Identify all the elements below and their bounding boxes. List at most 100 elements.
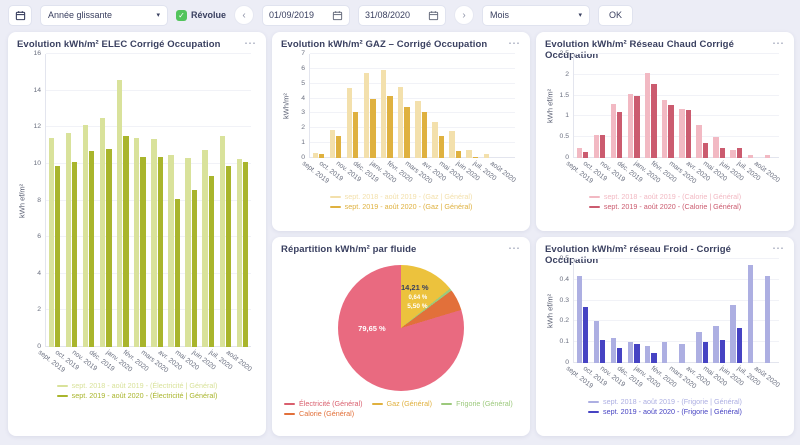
legend-marker xyxy=(284,402,295,405)
y-tick-label: 0.1 xyxy=(559,338,569,346)
bar xyxy=(336,136,342,158)
gaz-bar-chart: kWh/m² 0 1 2 3 4 5 6 7 sept. 2019 oct. 2019 nov. 20… xyxy=(281,50,521,211)
bar-group xyxy=(694,259,711,363)
y-axis: 0 0.1 0.2 0.3 0.4 0.5 xyxy=(555,255,573,366)
gridline xyxy=(310,67,515,69)
chart-legend: sept. 2018 - août 2019 - (Calorie | Géné… xyxy=(545,192,785,211)
bar xyxy=(764,154,770,158)
bar xyxy=(319,154,325,158)
bar xyxy=(185,158,191,347)
calendar-button[interactable] xyxy=(8,4,32,26)
legend-label: sept. 2018 - août 2019 - (Gaz | Général) xyxy=(344,192,473,201)
panel-menu-button[interactable]: ⋯ xyxy=(772,241,785,255)
date-end-input[interactable]: 31/08/2020 xyxy=(358,4,447,26)
bar xyxy=(236,159,242,347)
bar-group xyxy=(395,54,412,158)
panel-title-chaud: Evolution kWh/m² Réseau Chaud Corrigé Oc… xyxy=(545,39,734,61)
bar-group xyxy=(412,54,429,158)
legend-label: sept. 2018 - août 2019 - (Électricité | … xyxy=(71,381,218,390)
bar xyxy=(702,342,708,363)
gridline xyxy=(46,126,251,128)
bar xyxy=(600,135,606,158)
legend-item: sept. 2018 - août 2019 - (Calorie | Géné… xyxy=(588,192,741,201)
bar xyxy=(191,189,197,347)
gridline xyxy=(574,299,779,301)
panel-gaz: Evolution kWh/m² GAZ – Corrigé Occupatio… xyxy=(272,32,530,231)
y-tick-label: 0.3 xyxy=(559,296,569,304)
ok-button[interactable]: OK xyxy=(598,4,634,26)
panel-menu-button[interactable]: ⋯ xyxy=(772,36,785,50)
bar xyxy=(455,150,461,158)
y-tick-label: 0.4 xyxy=(559,275,569,283)
panel-menu-button[interactable]: ⋯ xyxy=(508,36,521,50)
gridline xyxy=(46,162,251,164)
plot-area xyxy=(573,53,779,158)
next-period-button[interactable]: › xyxy=(454,5,475,25)
chart-legend: Électricité (Général) Gaz (Général) Frigor… xyxy=(284,399,518,418)
bar xyxy=(174,198,180,347)
bar xyxy=(449,131,455,158)
bar-group xyxy=(591,259,608,363)
bar-group xyxy=(745,259,762,363)
bar xyxy=(208,175,215,347)
bar xyxy=(610,338,617,363)
bar-group xyxy=(131,54,148,347)
bar xyxy=(72,162,78,347)
gridline xyxy=(46,309,251,311)
pie: 14,21 % 0,64 % 5,50 % 79,65 % xyxy=(338,265,464,391)
chevron-left-icon: ‹ xyxy=(242,9,246,21)
legend-label: Calorie (Général) xyxy=(299,409,355,418)
panel-title-fluide: Répartition kWh/m² par fluide xyxy=(281,244,417,255)
bar-group xyxy=(762,259,779,363)
bar-group xyxy=(498,54,515,158)
y-axis-label: kWh/m² xyxy=(281,93,291,119)
bar-group xyxy=(46,54,63,347)
y-tick-label: 0.5 xyxy=(559,255,569,262)
legend-item: sept. 2018 - août 2019 - (Gaz | Général) xyxy=(329,192,473,201)
gridline xyxy=(310,82,515,84)
panel-title-elec: Evolution kWh/m² ELEC Corrigé Occupation xyxy=(17,39,221,50)
y-axis: 0 2 4 6 8 10 12 14 16 xyxy=(27,50,45,350)
bar-group xyxy=(217,54,234,347)
bar xyxy=(89,151,95,347)
date-start-input[interactable]: 01/09/2019 xyxy=(262,4,351,26)
bar-group xyxy=(234,54,251,347)
y-tick-label: 2 xyxy=(565,70,569,78)
bar xyxy=(404,106,410,158)
bar xyxy=(381,70,387,158)
panel-menu-button[interactable]: ⋯ xyxy=(244,36,257,50)
bar-group xyxy=(361,54,378,158)
bar-group xyxy=(481,54,498,158)
bar-group xyxy=(97,54,114,347)
legend-marker xyxy=(284,412,295,415)
previous-period-button[interactable]: ‹ xyxy=(234,5,255,25)
chevron-right-icon: › xyxy=(462,9,466,21)
bar xyxy=(576,275,583,363)
bar xyxy=(117,79,123,347)
bar-group xyxy=(625,54,642,158)
bar xyxy=(730,304,736,363)
legend-label: Frigorie (Général) xyxy=(456,399,513,408)
legend-marker xyxy=(329,195,341,198)
chart-legend: sept. 2018 - août 2019 - (Électricité | … xyxy=(17,381,257,400)
bar-group xyxy=(608,259,625,363)
bar xyxy=(696,331,702,363)
bar-group xyxy=(608,54,625,158)
granularity-select-value: Mois xyxy=(490,10,510,20)
bar xyxy=(651,83,657,158)
froid-bar-chart: kWh ef/m² 0 0.1 0.2 0.3 0.4 0.5 sept. 2019 oct. … xyxy=(545,255,785,416)
bar xyxy=(48,138,55,347)
gridline xyxy=(574,53,779,54)
bar xyxy=(662,99,668,158)
revolue-checkbox[interactable]: ✓ Révolue xyxy=(176,9,226,21)
legend-item: sept. 2018 - août 2019 - (Frigorie | Gén… xyxy=(588,397,742,406)
y-tick-label: 0.5 xyxy=(559,133,569,141)
checkbox-check-icon: ✓ xyxy=(176,9,187,21)
period-select[interactable]: Année glissante ▾ xyxy=(40,4,168,26)
panel-menu-button[interactable]: ⋯ xyxy=(508,241,521,255)
legend-label: sept. 2019 - août 2020 - (Électricité | … xyxy=(71,391,218,400)
y-tick-label: 4 xyxy=(37,269,41,277)
bar xyxy=(610,103,617,158)
bar xyxy=(747,265,753,363)
granularity-select[interactable]: Mois ▾ xyxy=(482,4,591,26)
